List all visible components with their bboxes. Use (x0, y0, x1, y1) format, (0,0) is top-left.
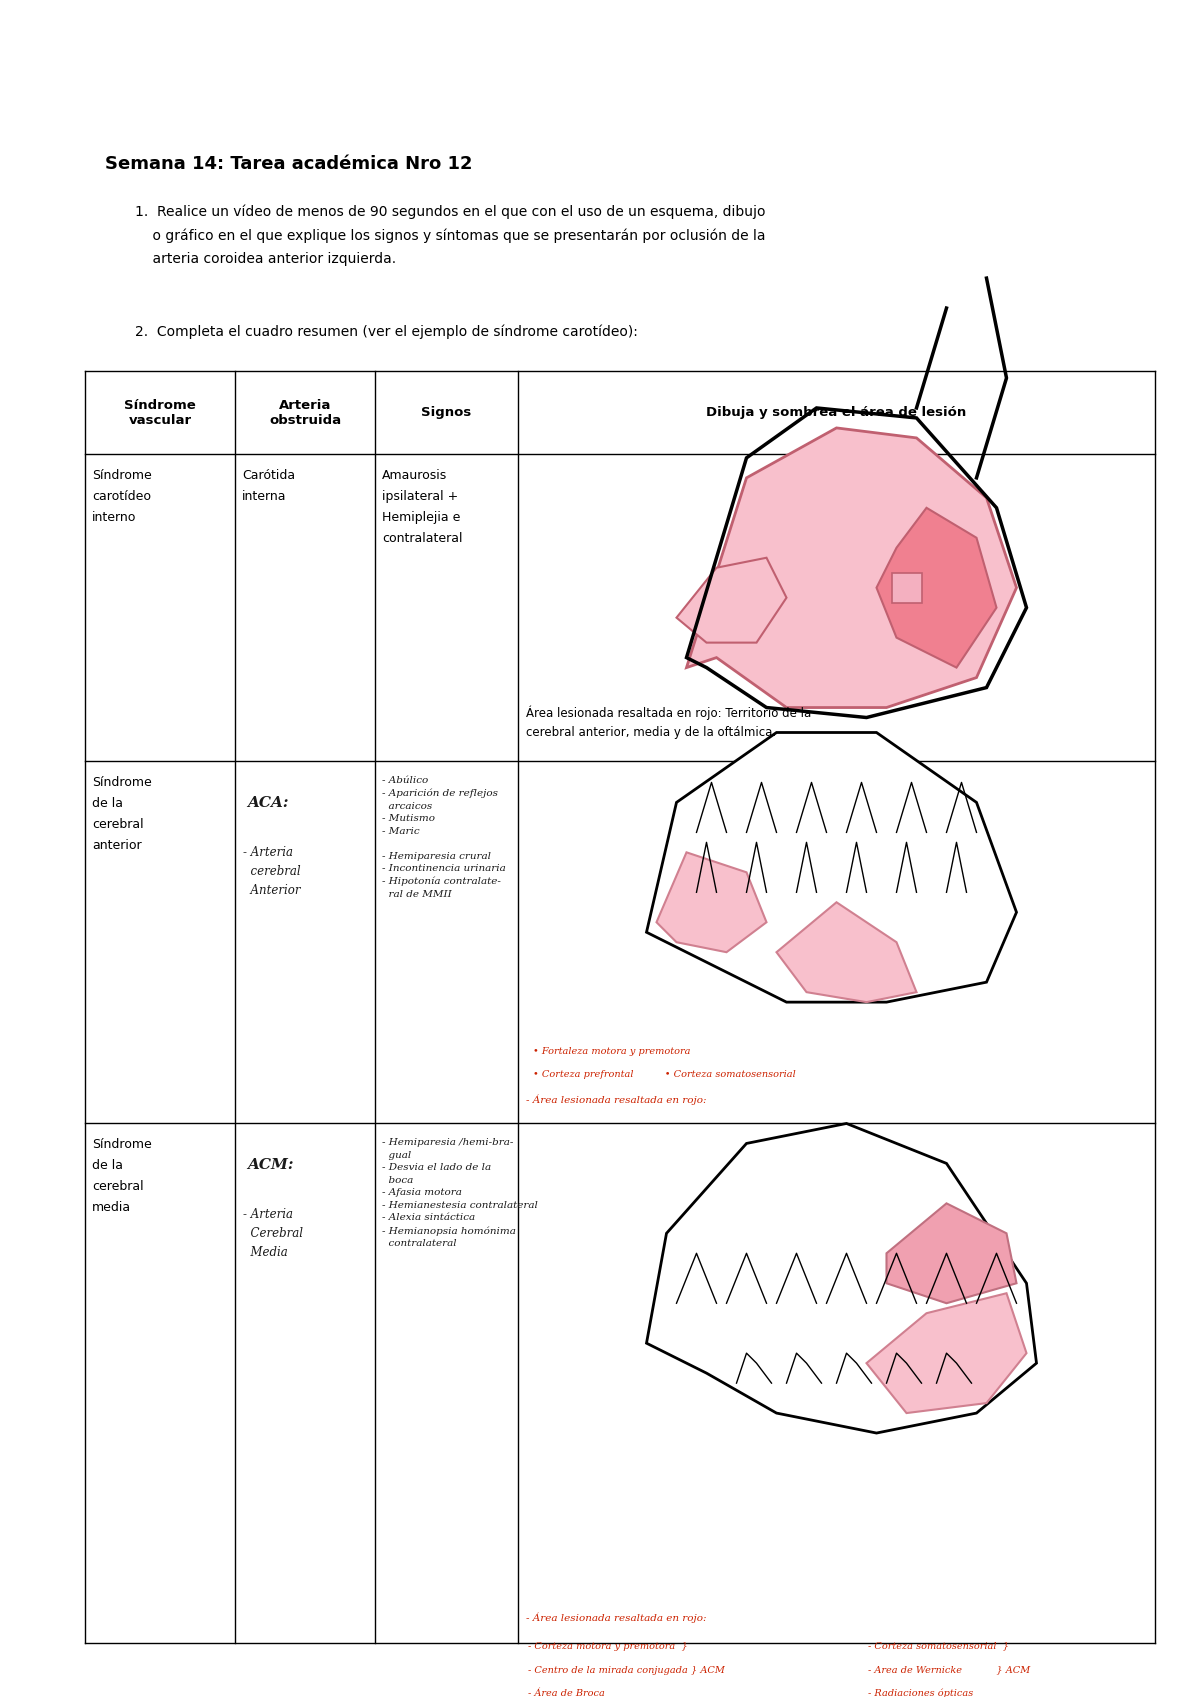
Text: - Área lesionada resaltada en rojo:: - Área lesionada resaltada en rojo: (526, 1095, 707, 1105)
Polygon shape (776, 903, 917, 1003)
Text: Síndrome
de la
cerebral
media: Síndrome de la cerebral media (92, 1139, 151, 1215)
Polygon shape (677, 558, 786, 643)
Text: - Área lesionada resaltada en rojo:: - Área lesionada resaltada en rojo: (526, 1612, 707, 1622)
Text: Síndrome
de la
cerebral
anterior: Síndrome de la cerebral anterior (92, 776, 151, 852)
Text: 2.  Completa el cuadro resumen (ver el ejemplo de síndrome carotídeo):: 2. Completa el cuadro resumen (ver el ej… (134, 324, 638, 339)
Text: Dibuja y sombrea el área de lesión: Dibuja y sombrea el área de lesión (707, 407, 967, 419)
Text: Síndrome
carotídeo
interno: Síndrome carotídeo interno (92, 470, 151, 524)
Polygon shape (647, 1123, 1037, 1432)
Text: Área lesionada resaltada en rojo: Territorio de la
cerebral anterior, media y de: Área lesionada resaltada en rojo: Territ… (526, 706, 811, 738)
Polygon shape (866, 1293, 1026, 1414)
Text: • Fortaleza motora y premotora: • Fortaleza motora y premotora (533, 1047, 690, 1056)
Text: - Abúlico
- Aparición de reflejos
  arcaicos
- Mutismo
- Maric

- Hemiparesia cr: - Abúlico - Aparición de reflejos arcaic… (382, 776, 505, 899)
Text: Carótida
interna: Carótida interna (242, 470, 295, 504)
Text: - Arteria
  cerebral
  Anterior: - Arteria cerebral Anterior (244, 845, 301, 896)
Polygon shape (876, 507, 996, 667)
Text: • Corteza prefrontal          • Corteza somatosensorial: • Corteza prefrontal • Corteza somatosen… (533, 1069, 796, 1079)
Text: - Área de Broca: - Área de Broca (528, 1689, 605, 1697)
Text: Síndrome
vascular: Síndrome vascular (124, 399, 196, 428)
Text: - Corteza somatosensorial  }: - Corteza somatosensorial } (868, 1641, 1009, 1651)
Text: Semana 14: Tarea académica Nro 12: Semana 14: Tarea académica Nro 12 (106, 154, 473, 173)
Text: Amaurosis
ipsilateral +
Hemiplejia e
contralateral: Amaurosis ipsilateral + Hemiplejia e con… (382, 470, 462, 545)
Text: - Arteria
  Cerebral
  Media: - Arteria Cerebral Media (244, 1208, 302, 1259)
Text: ACA:: ACA: (247, 796, 288, 809)
Text: 1.  Realice un vídeo de menos de 90 segundos en el que con el uso de un esquema,: 1. Realice un vídeo de menos de 90 segun… (134, 205, 766, 266)
Text: - Centro de la mirada conjugada } ACM: - Centro de la mirada conjugada } ACM (528, 1666, 725, 1675)
Text: - Radiaciones ópticas: - Radiaciones ópticas (868, 1689, 973, 1697)
Polygon shape (647, 733, 1016, 1003)
Text: - Area de Wernicke           } ACM: - Area de Wernicke } ACM (868, 1666, 1031, 1675)
Polygon shape (892, 572, 922, 602)
Polygon shape (686, 428, 1016, 708)
Text: - Hemiparesia /hemi-bra-
  gual
- Desvia el lado de la
  boca
- Afasia motora
- : - Hemiparesia /hemi-bra- gual - Desvia e… (382, 1139, 538, 1249)
Polygon shape (887, 1203, 1016, 1303)
Text: - Corteza motora y premotora  }: - Corteza motora y premotora } (528, 1641, 688, 1651)
Text: Arteria
obstruida: Arteria obstruida (269, 399, 341, 428)
Text: ACM:: ACM: (247, 1159, 294, 1173)
Polygon shape (656, 852, 767, 952)
Text: Signos: Signos (421, 407, 472, 419)
